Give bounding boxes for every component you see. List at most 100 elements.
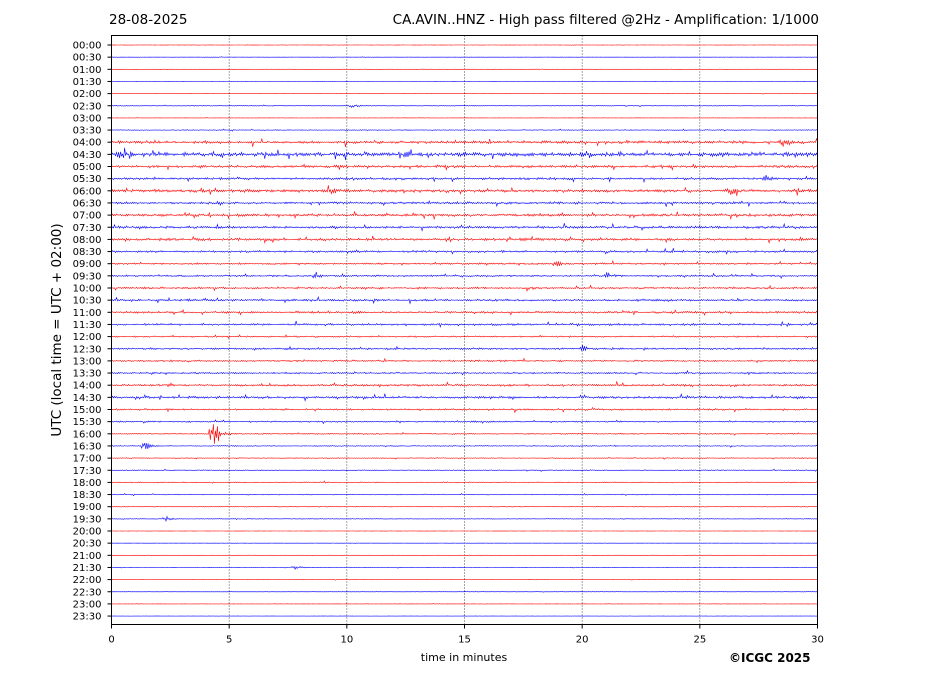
xtick-label-5: 5 xyxy=(226,635,232,646)
ytick-label-04:30: 04:30 xyxy=(73,150,102,161)
trace-11:00 xyxy=(111,308,818,316)
ytick-label-21:00: 21:00 xyxy=(73,551,102,562)
trace-13:00 xyxy=(111,357,818,364)
trace-09:00 xyxy=(111,260,818,267)
ytick-label-14:30: 14:30 xyxy=(73,393,102,404)
ytick-label-18:30: 18:30 xyxy=(73,490,102,501)
trace-01:30 xyxy=(111,80,818,83)
ytick-label-23:00: 23:00 xyxy=(73,599,102,610)
ytick-label-23:30: 23:30 xyxy=(73,612,102,623)
ytick-label-22:30: 22:30 xyxy=(73,587,102,598)
ytick-label-02:00: 02:00 xyxy=(73,89,102,100)
ytick-label-15:30: 15:30 xyxy=(73,417,102,428)
trace-02:30 xyxy=(111,104,818,108)
ytick-label-09:30: 09:30 xyxy=(73,271,102,282)
trace-03:00 xyxy=(111,117,818,119)
trace-22:00 xyxy=(111,579,818,581)
ytick-label-20:00: 20:00 xyxy=(73,527,102,538)
trace-07:30 xyxy=(111,222,818,232)
trace-16:30 xyxy=(111,442,818,450)
x-axis-label: time in minutes xyxy=(420,651,508,664)
ytick-label-05:30: 05:30 xyxy=(73,174,102,185)
trace-15:00 xyxy=(111,406,818,414)
chart-title: CA.AVIN..HNZ - High pass filtered @2Hz -… xyxy=(392,12,819,28)
ytick-label-17:30: 17:30 xyxy=(73,466,102,477)
ytick-label-13:30: 13:30 xyxy=(73,369,102,380)
trace-22:30 xyxy=(111,591,818,593)
copyright-notice: ©ICGC 2025 xyxy=(729,651,811,665)
trace-18:30 xyxy=(111,493,818,497)
ytick-label-08:00: 08:00 xyxy=(73,235,102,246)
trace-04:00 xyxy=(111,137,818,147)
ytick-label-01:00: 01:00 xyxy=(73,65,102,76)
trace-06:00 xyxy=(111,185,818,197)
ytick-label-08:30: 08:30 xyxy=(73,247,102,258)
y-axis-label: UTC (local time = UTC + 02:00) xyxy=(49,223,65,437)
ytick-label-17:00: 17:00 xyxy=(73,454,102,465)
trace-10:00 xyxy=(111,284,818,293)
ytick-label-12:00: 12:00 xyxy=(73,332,102,343)
xtick-label-0: 0 xyxy=(108,635,114,646)
trace-01:00 xyxy=(111,68,818,71)
trace-09:30 xyxy=(111,271,818,280)
xtick-label-25: 25 xyxy=(693,635,706,646)
ytick-label-06:30: 06:30 xyxy=(73,198,102,209)
ytick-label-10:30: 10:30 xyxy=(73,296,102,307)
trace-15:30 xyxy=(111,419,818,425)
xtick-label-20: 20 xyxy=(576,635,589,646)
trace-19:00 xyxy=(111,505,818,508)
trace-13:30 xyxy=(111,369,818,376)
ytick-label-18:00: 18:00 xyxy=(73,478,102,489)
ytick-label-10:00: 10:00 xyxy=(73,284,102,295)
trace-23:00 xyxy=(111,603,818,605)
trace-14:30 xyxy=(111,393,818,402)
trace-08:00 xyxy=(111,235,818,244)
trace-14:00 xyxy=(111,380,818,388)
trace-03:30 xyxy=(111,128,818,132)
trace-02:00 xyxy=(111,92,818,95)
ytick-label-16:30: 16:30 xyxy=(73,441,102,452)
ytick-label-11:00: 11:00 xyxy=(73,308,102,319)
trace-05:30 xyxy=(111,175,818,183)
ytick-label-07:30: 07:30 xyxy=(73,223,102,234)
ytick-label-02:30: 02:30 xyxy=(73,101,102,112)
ytick-label-03:00: 03:00 xyxy=(73,113,102,124)
trace-00:30 xyxy=(111,56,818,58)
trace-21:30 xyxy=(111,566,818,570)
ytick-label-03:30: 03:30 xyxy=(73,126,102,137)
ytick-label-14:00: 14:00 xyxy=(73,381,102,392)
seismic-traces xyxy=(111,44,818,617)
trace-17:30 xyxy=(111,468,818,472)
trace-10:30 xyxy=(111,295,818,305)
x-axis-ticks: 0 5 10 15 20 25 30 xyxy=(108,624,824,646)
trace-00:00 xyxy=(111,44,818,46)
trace-11:30 xyxy=(111,320,818,328)
ytick-label-05:00: 05:00 xyxy=(73,162,102,173)
grid-lines xyxy=(228,35,701,625)
trace-12:00 xyxy=(111,334,818,339)
trace-12:30 xyxy=(111,345,818,352)
ytick-label-16:00: 16:00 xyxy=(73,429,102,440)
ytick-label-19:30: 19:30 xyxy=(73,514,102,525)
ytick-label-15:00: 15:00 xyxy=(73,405,102,416)
trace-08:30 xyxy=(111,247,818,255)
xtick-label-10: 10 xyxy=(340,635,353,646)
ytick-label-06:00: 06:00 xyxy=(73,186,102,197)
ytick-label-09:00: 09:00 xyxy=(73,259,102,270)
trace-17:00 xyxy=(111,457,818,460)
ytick-label-19:00: 19:00 xyxy=(73,502,102,513)
ytick-label-01:30: 01:30 xyxy=(73,77,102,88)
ytick-label-07:00: 07:00 xyxy=(73,211,102,222)
xtick-label-30: 30 xyxy=(811,635,824,646)
ytick-label-11:30: 11:30 xyxy=(73,320,102,331)
trace-18:00 xyxy=(111,480,818,484)
ytick-label-04:00: 04:00 xyxy=(73,138,102,149)
trace-04:30 xyxy=(111,147,818,161)
trace-07:00 xyxy=(111,211,818,220)
trace-05:00 xyxy=(111,163,818,171)
ytick-label-12:30: 12:30 xyxy=(73,344,102,355)
ytick-label-13:00: 13:00 xyxy=(73,356,102,367)
ytick-label-00:30: 00:30 xyxy=(73,53,102,64)
